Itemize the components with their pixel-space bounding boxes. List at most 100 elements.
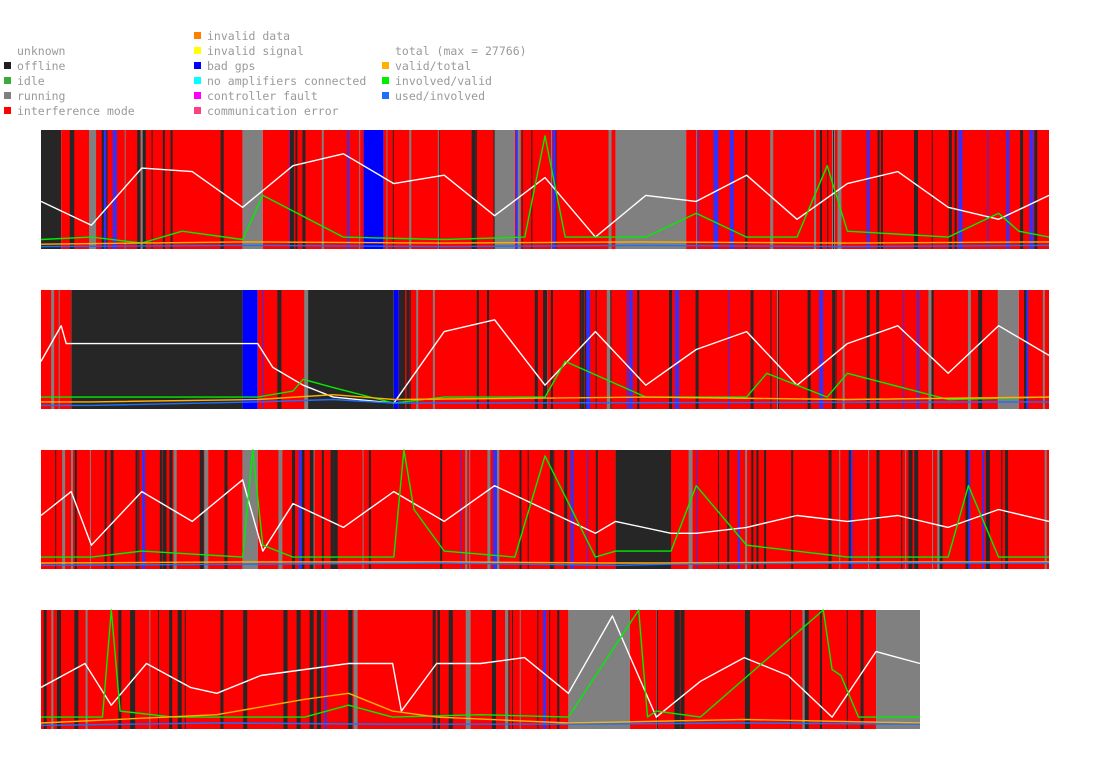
legend-running: running xyxy=(4,89,65,103)
state-stripe xyxy=(438,130,440,249)
state-stripe xyxy=(985,450,990,569)
state-stripe xyxy=(1034,130,1038,249)
legend-swatch xyxy=(194,92,201,99)
state-stripe xyxy=(727,450,730,569)
state-stripe xyxy=(908,450,913,569)
state-stripe xyxy=(353,610,358,729)
state-stripe xyxy=(304,290,309,409)
state-stripe xyxy=(58,290,60,409)
state-stripe xyxy=(74,450,77,569)
state-segment xyxy=(242,130,263,249)
state-stripe xyxy=(162,450,167,569)
state-stripe xyxy=(1005,450,1009,569)
state-segment xyxy=(494,130,515,249)
state-stripe xyxy=(302,130,306,249)
series-line-valid-total xyxy=(40,241,1050,245)
legend-used-involved: used/involved xyxy=(382,89,485,103)
state-stripe xyxy=(770,290,772,409)
state-stripe xyxy=(866,130,870,249)
state-stripe xyxy=(55,450,57,569)
series-line-used-involved xyxy=(40,562,1049,567)
state-stripe xyxy=(608,130,612,249)
state-stripe xyxy=(70,450,73,569)
state-stripe xyxy=(586,290,591,409)
state-segment xyxy=(41,450,243,569)
state-stripe xyxy=(833,130,835,249)
state-segment xyxy=(41,130,62,249)
state-segment xyxy=(308,290,394,409)
state-stripe xyxy=(876,290,880,409)
state-stripe xyxy=(409,130,412,249)
state-stripe xyxy=(437,130,439,249)
state-segment xyxy=(398,290,999,409)
state-stripe xyxy=(278,450,283,569)
state-stripe xyxy=(440,450,443,569)
state-stripe xyxy=(89,450,91,569)
chart-panel-3 xyxy=(40,449,1050,569)
state-stripe xyxy=(43,610,47,729)
state-stripe xyxy=(406,290,410,409)
state-stripe xyxy=(491,610,496,729)
state-stripe xyxy=(729,130,734,249)
state-segment xyxy=(242,450,258,569)
state-segment xyxy=(257,450,616,569)
state-stripe xyxy=(519,450,522,569)
state-stripe xyxy=(860,610,864,729)
state-stripe xyxy=(173,450,177,569)
state-stripe xyxy=(286,610,288,729)
state-stripe xyxy=(531,130,533,249)
state-stripe xyxy=(508,610,510,729)
state-stripe xyxy=(316,610,321,729)
state-stripe xyxy=(968,450,971,569)
state-stripe xyxy=(296,610,301,729)
state-stripe xyxy=(487,290,490,409)
state-stripe xyxy=(819,290,824,409)
state-segment xyxy=(41,290,72,409)
legend-unknown: unknown xyxy=(4,44,65,58)
state-stripe xyxy=(56,610,61,729)
legend-swatch xyxy=(194,107,201,114)
legend-invalid-data: invalid data xyxy=(194,29,290,43)
legend-swatch xyxy=(4,92,11,99)
legend-swatch xyxy=(382,62,389,69)
state-stripe xyxy=(713,130,718,249)
state-stripe xyxy=(745,450,748,569)
state-stripe xyxy=(465,610,470,729)
legend-communication-error: communication error xyxy=(194,104,339,118)
state-stripe xyxy=(51,610,54,729)
series-line-total xyxy=(40,319,1050,404)
state-stripe xyxy=(313,450,315,569)
state-stripe xyxy=(937,450,941,569)
state-stripe xyxy=(110,450,114,569)
state-stripe xyxy=(718,450,720,569)
state-stripe xyxy=(140,130,143,249)
state-stripe xyxy=(101,130,104,249)
legend-label: involved/valid xyxy=(395,74,492,88)
state-stripe xyxy=(587,450,589,569)
state-stripe xyxy=(745,130,748,249)
state-stripe xyxy=(438,610,440,729)
state-stripe xyxy=(130,610,135,729)
state-stripe xyxy=(85,610,88,729)
state-stripe xyxy=(409,290,411,409)
chart-panel-4 xyxy=(40,609,921,729)
state-stripe xyxy=(543,610,547,729)
state-stripe xyxy=(471,130,476,249)
state-stripe xyxy=(437,610,440,729)
state-segment xyxy=(998,290,1019,409)
state-stripe xyxy=(744,610,749,729)
legend-label: used/involved xyxy=(395,89,486,103)
legend-total: total (max = 27766) xyxy=(382,44,527,58)
state-stripe xyxy=(162,130,165,249)
state-stripe xyxy=(584,290,588,409)
series-line-valid-total xyxy=(41,394,1050,403)
state-stripe xyxy=(135,450,138,569)
legend-offline: offline xyxy=(4,59,65,73)
state-stripe xyxy=(626,290,628,409)
legend-label: invalid data xyxy=(207,29,291,43)
series-line-used-involved xyxy=(40,722,921,727)
state-stripe xyxy=(595,450,598,569)
state-stripe xyxy=(903,290,905,409)
state-stripe xyxy=(309,450,314,569)
state-stripe xyxy=(348,610,353,729)
